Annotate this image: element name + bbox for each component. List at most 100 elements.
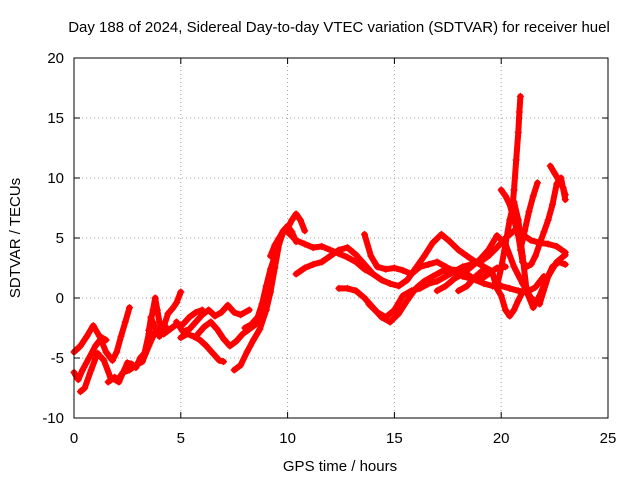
series-arc-18 [454,265,531,320]
data-point [113,348,121,356]
data-point [548,200,556,208]
data-point [463,282,471,290]
data-point [407,287,415,295]
data-point [151,324,159,332]
x-axis-label: GPS time / hours [283,458,397,475]
data-point [213,325,221,333]
data-point [93,349,101,357]
data-point [76,342,84,350]
data-point [224,301,232,309]
data-point [74,376,82,384]
series-arc-5 [145,294,206,338]
data-point [515,108,523,116]
data-point [168,305,176,313]
data-point [207,318,215,326]
data-point [373,263,381,271]
data-point [544,216,552,224]
data-point [202,342,210,350]
series-path [241,223,300,331]
data-point [516,246,524,254]
data-point [544,240,552,248]
series-arc-7 [173,301,253,336]
data-point [433,287,441,295]
x-tick-label: 25 [600,430,617,447]
data-point [546,162,554,170]
data-point [555,176,563,184]
series-arc-2 [70,334,110,384]
data-point [508,210,516,218]
data-point [425,280,433,288]
data-point [407,270,415,278]
data-point [166,325,174,333]
data-point [523,288,531,296]
data-point [442,263,450,271]
data-point [343,244,351,252]
data-point [256,325,264,333]
data-point [155,332,163,340]
data-point [559,184,567,192]
data-point [284,228,292,236]
data-point [514,128,522,136]
data-point [429,272,437,280]
data-point [510,216,518,224]
data-point [318,258,326,266]
data-point [91,342,99,350]
data-point [194,330,202,338]
y-axis-label: SDTVAR / TECUs [7,178,24,298]
data-point [318,242,326,250]
data-point [267,288,275,296]
data-point [553,242,561,250]
data-point [399,292,407,300]
data-point [531,252,539,260]
data-point [198,311,206,319]
data-point [230,366,238,374]
series-arc-1 [70,304,134,364]
data-point [450,268,458,276]
data-point [215,356,223,364]
data-point [484,246,492,254]
data-point [369,270,377,278]
y-tick-label: 10 [47,170,64,187]
data-point [335,246,343,254]
data-point [527,236,535,244]
data-point [177,334,185,342]
data-point [459,270,467,278]
data-point [309,260,317,268]
data-point [271,241,279,249]
series-arc-4 [104,288,185,386]
data-point [378,276,386,284]
data-point [173,299,181,307]
data-point [433,258,441,266]
data-point [153,306,161,314]
data-point [386,280,394,288]
data-point [111,373,119,381]
data-point [360,294,368,302]
data-point [128,360,136,368]
y-tick-label: -10 [42,410,64,427]
data-point [390,264,398,272]
data-point [190,332,198,340]
data-point [493,244,501,252]
data-point [542,276,550,284]
data-point [510,186,518,194]
data-point [102,348,110,356]
data-point [523,263,531,271]
data-point [390,306,398,314]
data-point [467,263,475,271]
data-point [249,336,257,344]
series-arc-11 [267,210,309,260]
y-tick-label: -5 [51,350,64,367]
y-tick-label: 5 [56,230,64,247]
data-point [100,356,108,364]
data-point [352,258,360,266]
data-point [288,216,296,224]
data-point [360,260,368,268]
data-point [136,354,144,362]
data-point [442,282,450,290]
data-point [506,312,514,320]
data-point [185,325,193,333]
data-point [403,276,411,284]
data-point [292,210,300,218]
data-point [529,304,537,312]
data-point [132,364,140,372]
